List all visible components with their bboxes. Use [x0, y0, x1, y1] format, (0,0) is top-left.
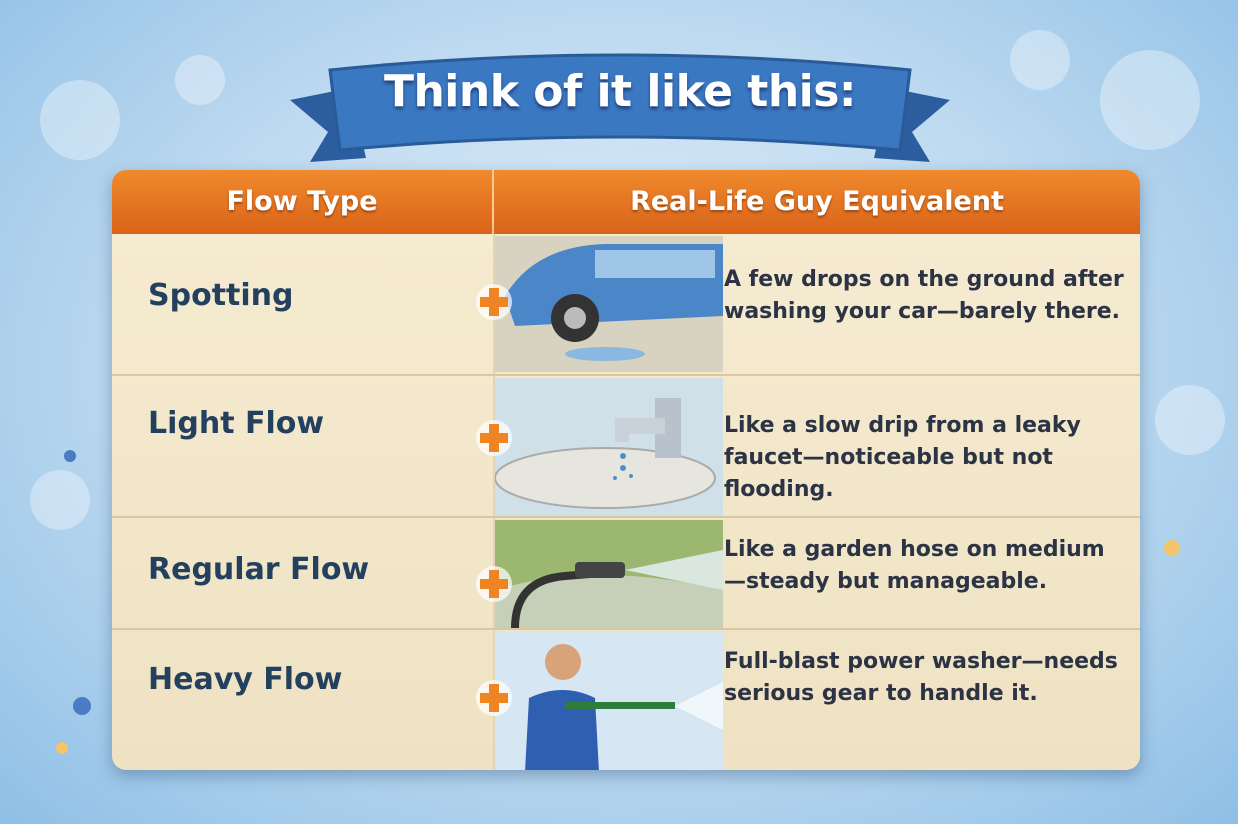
- title: Think of it like this:: [330, 66, 910, 117]
- table-card: Flow Type Real-Life Guy Equivalent Spott…: [112, 170, 1140, 770]
- flow-type: Heavy Flow: [148, 662, 342, 697]
- flow-type: Spotting: [148, 278, 294, 313]
- description: A few drops on the ground after washing …: [724, 264, 1124, 328]
- header-cell: Real-Life Guy Equivalent: [494, 170, 1140, 234]
- hose-illustration: [495, 520, 723, 628]
- page: Think of it like this {"title": "Think o…: [0, 0, 1238, 824]
- description: Like a garden hose on medium—steady but …: [724, 534, 1124, 598]
- description: Like a slow drip from a leaky faucet—not…: [724, 410, 1124, 506]
- power-washer-illustration: [495, 632, 723, 770]
- plus-icon: [474, 418, 514, 458]
- infographic: Think of it like this: Flow Type Real-Li…: [0, 0, 1238, 824]
- car-illustration: [495, 236, 723, 372]
- table-row: Regular Flow Like a garden hose on mediu…: [112, 516, 1140, 630]
- table-row: Light Flow Like a slow drip from a leaky…: [112, 374, 1140, 518]
- description: Full-blast power washer—needs serious ge…: [724, 646, 1124, 710]
- faucet-illustration: [495, 378, 723, 516]
- table-header: Flow Type Real-Life Guy Equivalent: [112, 170, 1140, 234]
- header-cell: Flow Type: [112, 170, 492, 234]
- table-row: Spotting A few drops on the ground after…: [112, 234, 1140, 374]
- plus-icon: [474, 282, 514, 322]
- plus-icon: [474, 564, 514, 604]
- flow-type: Regular Flow: [148, 552, 369, 587]
- flow-type: Light Flow: [148, 406, 324, 441]
- plus-icon: [474, 678, 514, 718]
- table-row: Heavy Flow Full-blast power washer—needs…: [112, 628, 1140, 770]
